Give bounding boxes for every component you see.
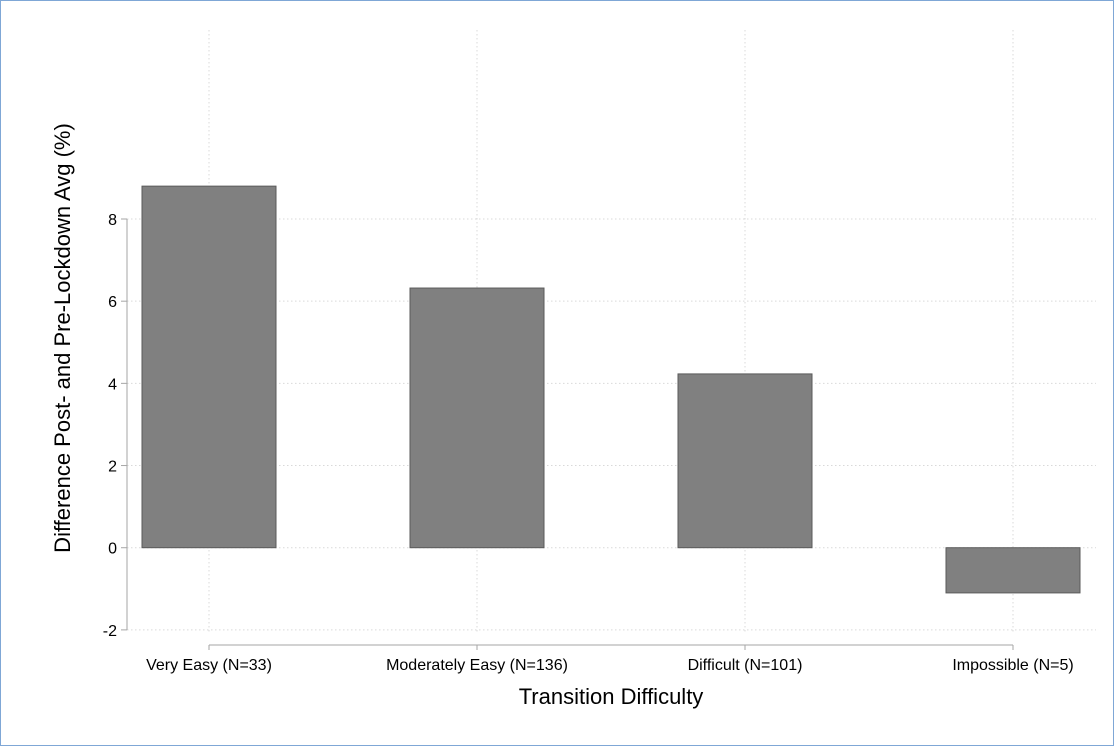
bar [677,373,813,549]
x-tick-label: Difficult (N=101) [688,657,803,674]
axes [121,218,1014,650]
y-axis-title: Difference Post- and Pre-Lockdown Avg (%… [50,123,75,553]
x-axis-title: Transition Difficulty [519,684,704,709]
bar [945,547,1081,594]
x-tick-labels: Very Easy (N=33) Moderately Easy (N=136) D… [146,657,1074,674]
y-tick-label: 4 [108,376,117,393]
bar [141,185,277,549]
x-tick-label: Moderately Easy (N=136) [386,657,568,674]
y-tick-label: -2 [103,623,117,640]
x-tick-label: Impossible (N=5) [952,657,1073,674]
y-tick-labels: -2 0 2 4 6 8 [103,212,117,640]
y-tick-label: 2 [108,459,117,476]
grid-lines [127,30,1096,634]
bars [141,185,1081,594]
bar [409,287,545,549]
y-tick-label: 8 [108,212,117,229]
y-tick-label: 0 [108,541,117,558]
x-tick-label: Very Easy (N=33) [146,657,272,674]
y-tick-label: 6 [108,294,117,311]
